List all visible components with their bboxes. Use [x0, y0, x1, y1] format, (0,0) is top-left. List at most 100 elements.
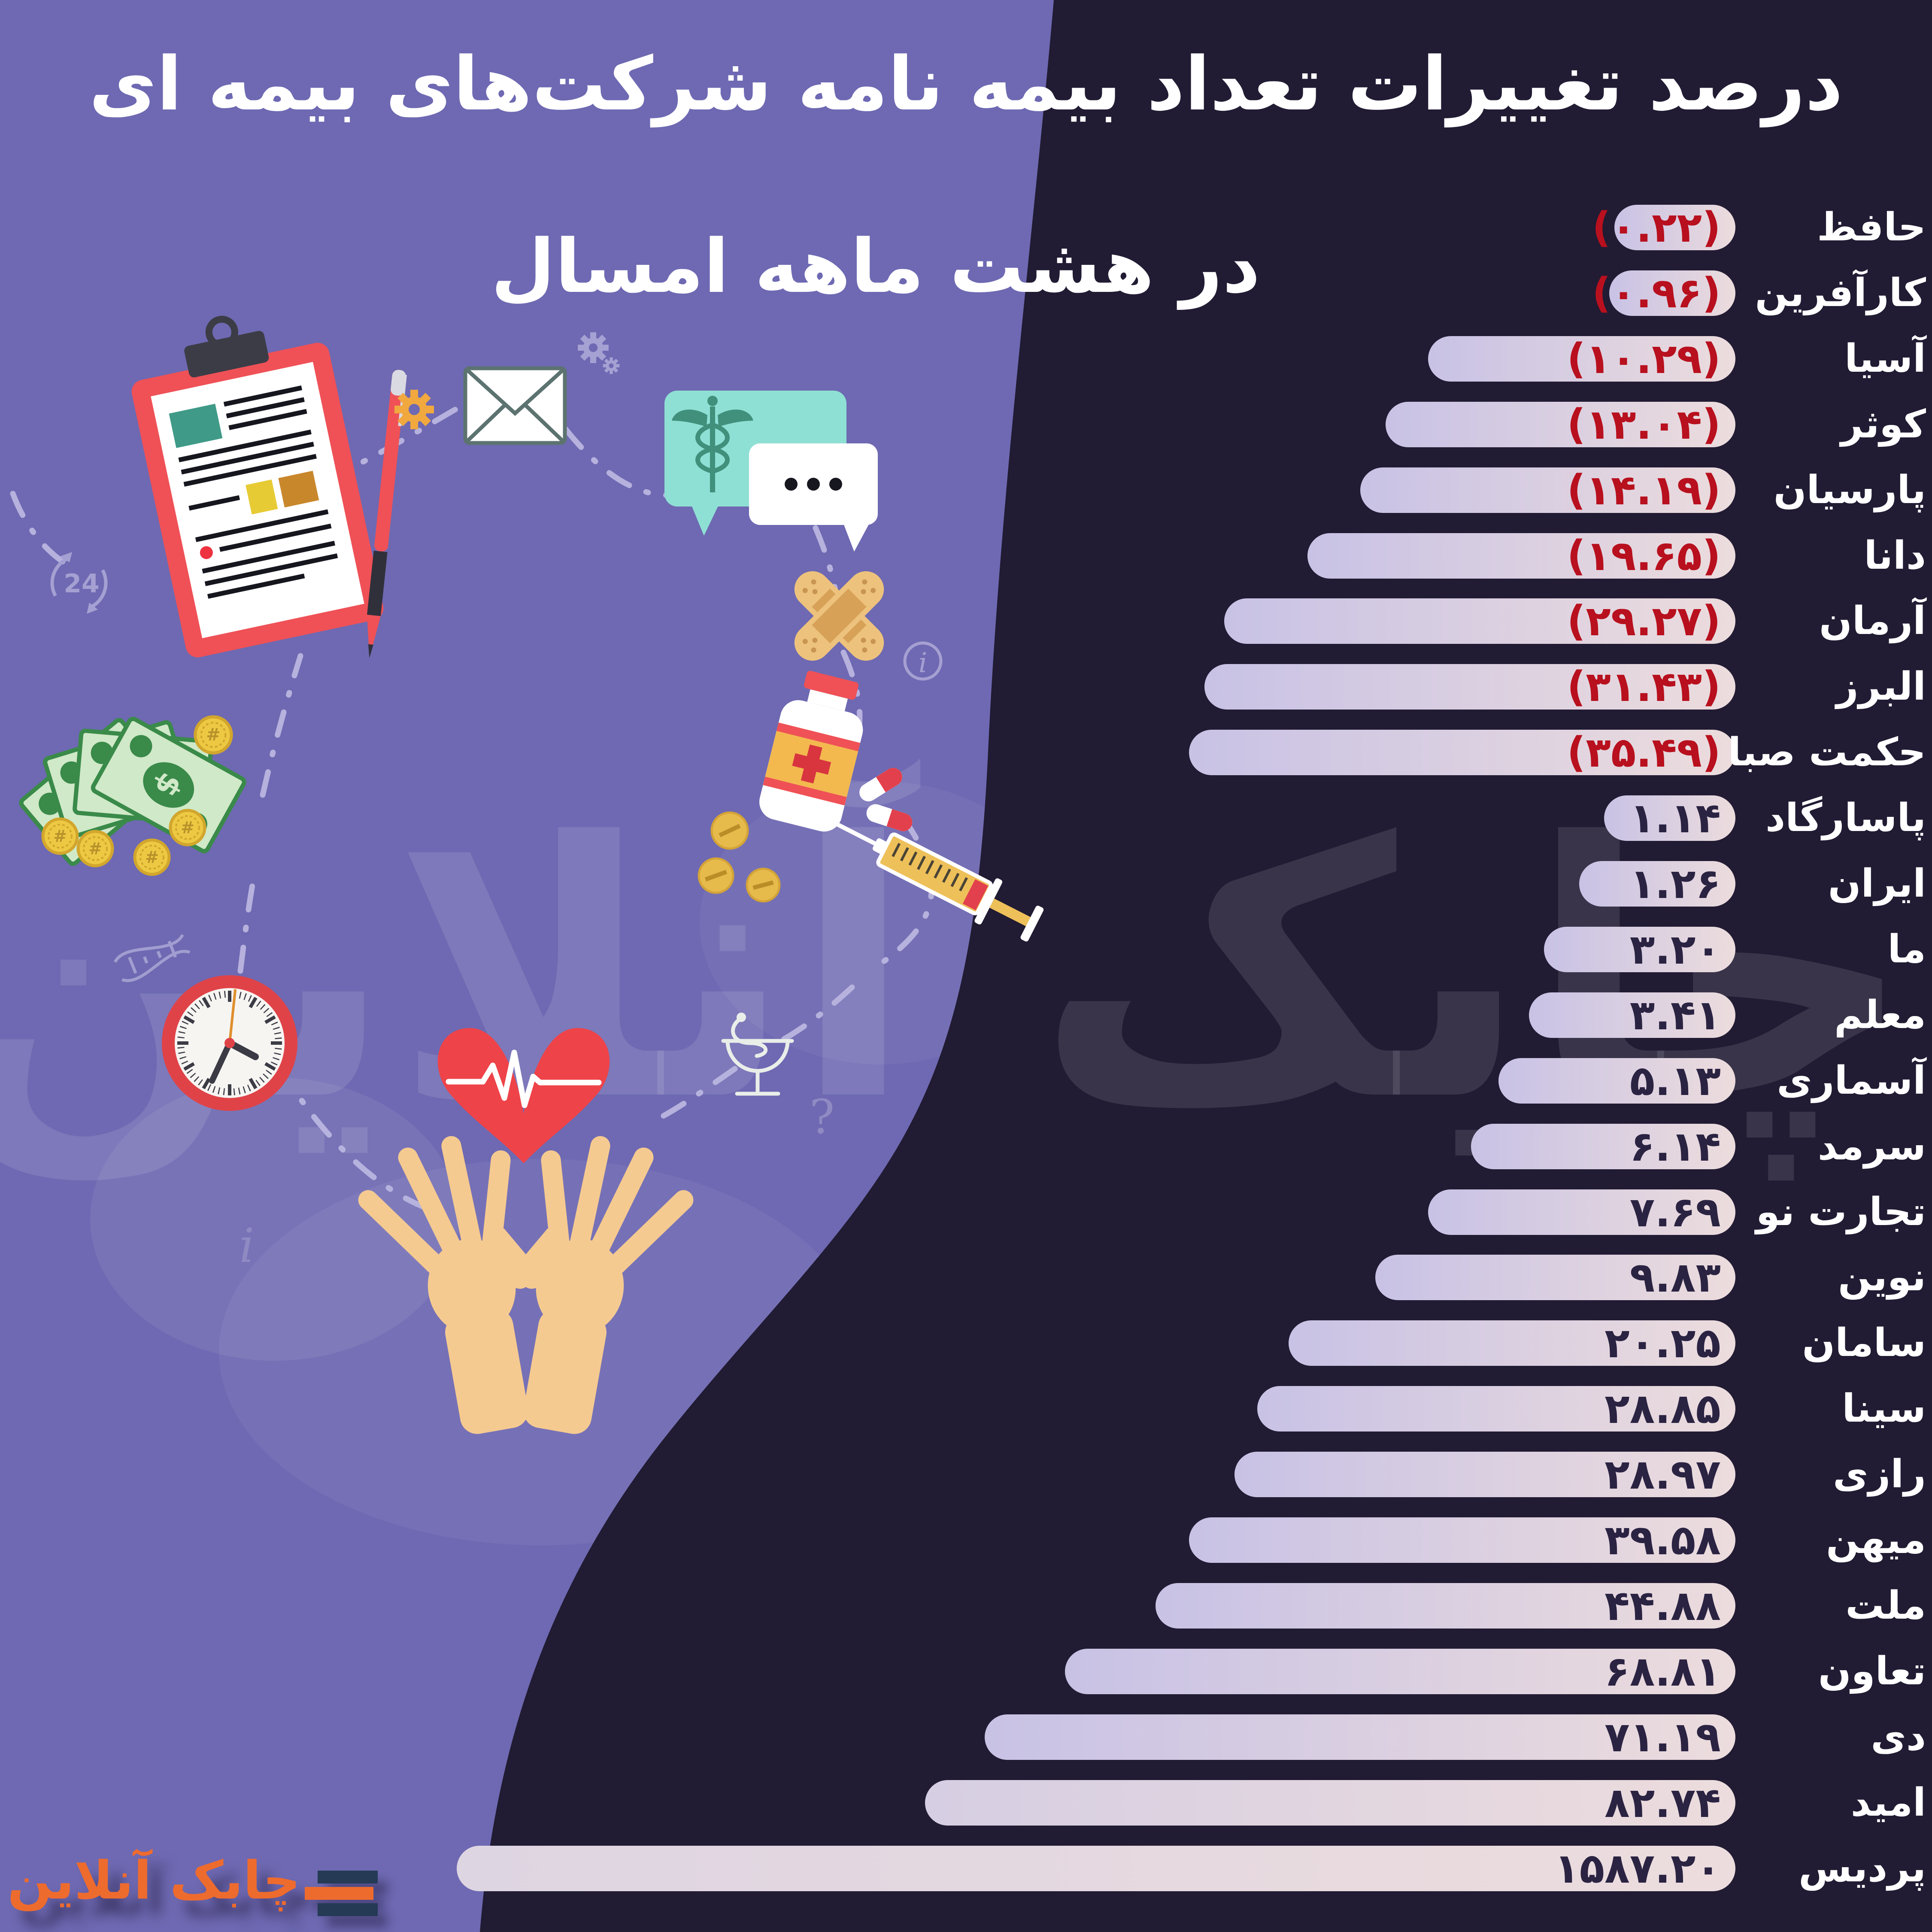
company-label: میهن	[1826, 1517, 1926, 1562]
bar-value-label: (۲۹.۲۷)	[1567, 597, 1721, 645]
bar-value-label: ۸۲.۷۴	[1604, 1779, 1721, 1827]
logo-mark-icon	[300, 1871, 382, 1920]
company-label: سرمد	[1817, 1124, 1926, 1169]
company-label: معلم	[1834, 992, 1926, 1037]
bar-value-label: (۱۳.۰۴)	[1567, 400, 1721, 449]
bar-value-label: ۳.۲۰	[1629, 925, 1721, 974]
value-bar: ۳.۴۱	[1529, 992, 1735, 1038]
value-bar: (۱۳.۰۴)	[1386, 402, 1735, 447]
chart-row: ۶.۱۴ سرمد	[0, 1124, 1932, 1169]
bar-value-label: ۹.۸۳	[1629, 1253, 1721, 1301]
bar-value-label: (۱۹.۶۵)	[1567, 532, 1721, 580]
chart-row: (۱۴.۱۹) پارسیان	[0, 467, 1932, 513]
company-label: ایران	[1828, 861, 1926, 906]
value-bar: (۱۰.۲۹)	[1428, 336, 1735, 382]
value-bar: ۲۸.۸۵	[1257, 1386, 1735, 1432]
bar-value-label: ۲۸.۸۵	[1604, 1385, 1721, 1433]
chabokonline-logo: چابک آنلاین	[7, 1841, 386, 1927]
company-label: حافظ	[1817, 205, 1926, 250]
value-bar: (۳۱.۴۳)	[1204, 664, 1735, 710]
chart-row: ۵.۱۳ آسماری	[0, 1058, 1932, 1104]
value-bar: ۶۸.۸۱	[1065, 1649, 1735, 1694]
bar-value-label: ۴۴.۸۸	[1604, 1582, 1721, 1630]
value-bar: ۸۲.۷۴	[925, 1780, 1735, 1826]
company-label: حکمت صبا	[1728, 730, 1926, 775]
value-bar: (۱۹.۶۵)	[1307, 533, 1735, 579]
bar-value-label: ۷.۶۹	[1629, 1188, 1721, 1236]
company-label: ملت	[1845, 1583, 1926, 1628]
value-bar: (۱۴.۱۹)	[1360, 467, 1735, 513]
logo-mark-bar	[318, 1871, 378, 1883]
chart-row: ۳.۴۱ معلم	[0, 992, 1932, 1038]
bar-value-label: ۱.۲۶	[1629, 860, 1721, 908]
value-bar: ۲۰.۲۵	[1289, 1320, 1735, 1366]
company-label: سینا	[1842, 1386, 1926, 1431]
bar-value-label: ۱.۱۴	[1629, 794, 1721, 842]
value-bar: (۳۵.۴۹)	[1189, 730, 1735, 775]
chart-row: (۱۰.۲۹) آسیا	[0, 336, 1932, 382]
logo-text: چابک آنلاین	[7, 1850, 300, 1911]
chart-row: ۲۸.۹۷ رازی	[0, 1452, 1932, 1497]
bar-value-label: ۲۸.۹۷	[1604, 1450, 1721, 1498]
bar-value-label: (۱۴.۱۹)	[1567, 466, 1721, 514]
value-bar: ۱۵۸۷.۲۰	[457, 1846, 1735, 1891]
company-label: البرز	[1836, 664, 1926, 709]
company-label: کارآفرین	[1755, 270, 1926, 315]
bar-value-label: ۷۱.۱۹	[1604, 1713, 1721, 1761]
value-bar: ۶.۱۴	[1471, 1124, 1735, 1169]
logo-mark-bar	[305, 1887, 373, 1900]
bar-value-label: (۱۰.۲۹)	[1567, 335, 1721, 383]
company-label: آرمان	[1819, 598, 1926, 643]
logo-mark-bar	[318, 1903, 378, 1916]
chart-row: (۳۱.۴۳) البرز	[0, 664, 1932, 710]
chart-row: (۲۹.۲۷) آرمان	[0, 598, 1932, 644]
bar-value-label: ۶۸.۸۱	[1604, 1647, 1721, 1695]
value-bar: ۱.۲۶	[1579, 861, 1735, 907]
chart-row: ۱.۲۶ ایران	[0, 861, 1932, 907]
value-bar: ۵.۱۳	[1498, 1058, 1735, 1104]
company-label: ما	[1887, 927, 1926, 972]
value-bar: ۴۴.۸۸	[1156, 1583, 1735, 1629]
company-label: تجارت نو	[1756, 1189, 1926, 1234]
chart-row: ۲۰.۲۵ سامان	[0, 1320, 1932, 1366]
company-label: امید	[1850, 1780, 1926, 1825]
company-label: دی	[1871, 1714, 1926, 1759]
company-label: آسیا	[1844, 336, 1926, 381]
company-label: دانا	[1864, 533, 1926, 578]
company-label: پارسیان	[1773, 467, 1926, 513]
bar-value-label: ۳۹.۵۸	[1604, 1516, 1721, 1564]
chart-row: (۱۳.۰۴) کوثر	[0, 402, 1932, 447]
company-label: پاسارگاد	[1765, 795, 1926, 840]
company-label: تعاون	[1818, 1649, 1926, 1694]
page-title-line2: در هشت ماهه امسال	[491, 223, 1261, 309]
chart-row: ۱.۱۴ پاسارگاد	[0, 795, 1932, 841]
bar-value-label: ۲۰.۲۵	[1604, 1319, 1721, 1367]
bar-value-label: ۶.۱۴	[1629, 1122, 1721, 1171]
company-label: سامان	[1802, 1320, 1926, 1365]
chart-row: ۳.۲۰ ما	[0, 927, 1932, 972]
company-label: آسماری	[1777, 1058, 1926, 1103]
chart-row: (۳۵.۴۹) حکمت صبا	[0, 730, 1932, 775]
chart-row: (۱۹.۶۵) دانا	[0, 533, 1932, 579]
bar-value-label: (۳۵.۴۹)	[1567, 728, 1721, 776]
value-bar: ۳.۲۰	[1544, 927, 1735, 972]
page-title-line1: درصد تغییرات تعداد بیمه نامه شرکت‌های بی…	[89, 41, 1843, 127]
chart-row: ۴۴.۸۸ ملت	[0, 1583, 1932, 1629]
value-bar: ۱.۱۴	[1604, 795, 1735, 841]
value-bar: ۲۸.۹۷	[1234, 1452, 1735, 1497]
chart-row: ۹.۸۳ نوین	[0, 1255, 1932, 1300]
value-bar: ۷۱.۱۹	[985, 1714, 1735, 1760]
chart-row: ۷۱.۱۹ دی	[0, 1714, 1932, 1760]
company-label: پردیس	[1799, 1846, 1926, 1891]
value-bar: ۳۹.۵۸	[1189, 1517, 1735, 1563]
chart-row: ۷.۶۹ تجارت نو	[0, 1189, 1932, 1235]
bar-value-label: ۳.۴۱	[1629, 991, 1721, 1039]
value-bar: ۹.۸۳	[1375, 1255, 1735, 1300]
chart-row: ۳۹.۵۸ میهن	[0, 1517, 1932, 1563]
bar-value-label: ۵.۱۳	[1629, 1057, 1721, 1105]
company-label: رازی	[1833, 1452, 1926, 1497]
company-label: کوثر	[1841, 402, 1926, 447]
company-label: نوین	[1838, 1255, 1926, 1300]
chart-row: ۲۸.۸۵ سینا	[0, 1386, 1932, 1432]
